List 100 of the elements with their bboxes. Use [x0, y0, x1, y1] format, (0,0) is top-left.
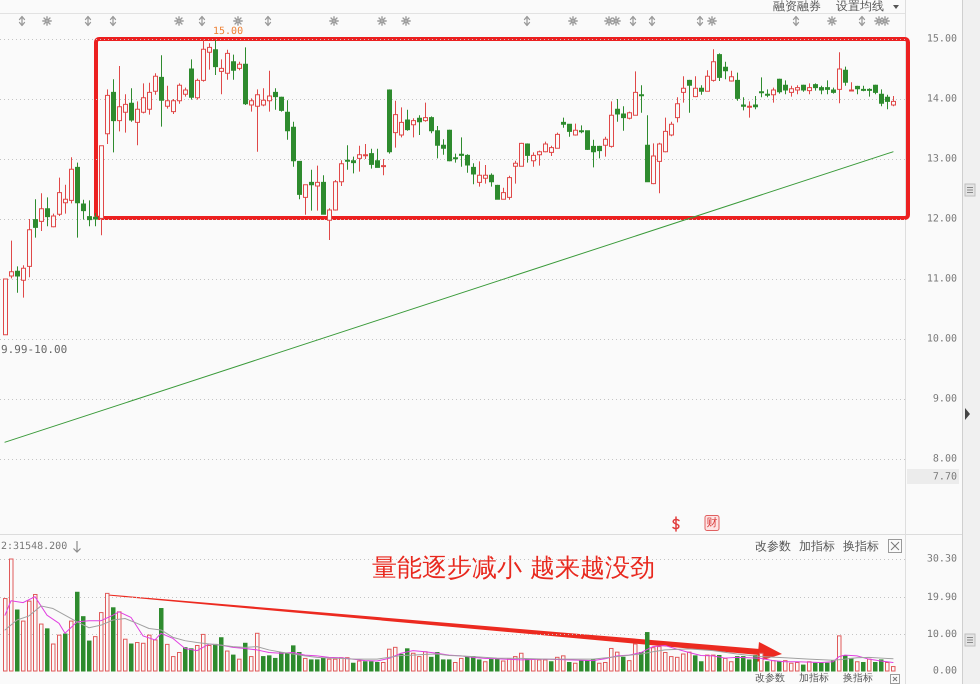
candlestick [645, 114, 650, 182]
candlestick [189, 58, 194, 100]
bar [303, 658, 308, 672]
y-tick-label: 15.00 [926, 34, 957, 45]
candlestick [111, 78, 116, 153]
text: 换指标 [843, 672, 873, 684]
y-tick-label: 9.00 [932, 394, 957, 405]
bar [231, 654, 236, 672]
candlestick [417, 114, 422, 136]
candlestick [471, 162, 476, 185]
candlestick [807, 82, 812, 95]
candlestick [51, 213, 56, 228]
text: 改参数 [755, 672, 785, 684]
candlestick [489, 172, 494, 188]
candlestick [573, 123, 578, 136]
candlestick [771, 87, 776, 104]
candlestick [213, 40, 218, 76]
text: 改参数 [755, 539, 791, 554]
candlestick [15, 266, 20, 294]
candlestick [21, 264, 26, 298]
candlestick [525, 142, 530, 164]
y-tick-label: 10.00 [926, 334, 957, 345]
candlestick [315, 165, 320, 212]
candlestick [801, 84, 806, 92]
candlestick [423, 102, 428, 122]
candlestick [639, 84, 644, 114]
candlestick [309, 169, 314, 212]
y-tick-label: 8.00 [932, 454, 957, 465]
text: 设置均线 [836, 0, 884, 14]
candlestick [105, 88, 110, 144]
bar [837, 635, 842, 672]
candlestick [9, 240, 14, 279]
candlestick [729, 70, 734, 82]
candlestick [45, 196, 50, 227]
candlestick [699, 84, 704, 96]
candlestick [387, 88, 392, 154]
candlestick [159, 54, 164, 128]
candlestick [765, 88, 770, 98]
bar [15, 610, 20, 672]
candlestick [33, 198, 38, 238]
bar [777, 661, 782, 672]
text: 换指标 [843, 539, 879, 554]
bar [765, 661, 770, 672]
candlestick [411, 118, 416, 138]
y-tick-label: 19.90 [926, 592, 957, 604]
bar [483, 661, 488, 672]
candlestick [39, 192, 44, 232]
candlestick [843, 66, 848, 86]
candlestick [753, 96, 758, 110]
y-tick-label: 14.00 [926, 94, 957, 105]
candlestick [129, 88, 134, 122]
y-tick-label: 11.00 [926, 274, 957, 285]
text: 2:31548.200 [1, 540, 68, 552]
line-series [4, 596, 894, 663]
y-tick-label: 10.00 [926, 628, 957, 640]
line-series [4, 605, 894, 661]
candlestick [75, 162, 80, 238]
candlestick [675, 96, 680, 123]
candlestick [381, 158, 386, 176]
candlestick [735, 72, 740, 102]
bar [351, 662, 356, 672]
candlestick [849, 82, 854, 92]
candlestick [3, 278, 8, 336]
bar [867, 658, 872, 672]
bar [159, 608, 164, 672]
candlestick [891, 96, 896, 107]
bar [717, 654, 722, 672]
candlestick [81, 199, 86, 220]
candlestick [237, 61, 242, 71]
candlestick [99, 144, 104, 236]
candlestick [741, 96, 746, 111]
bar [45, 628, 50, 672]
annotation: 9.99-10.00 [1, 343, 68, 356]
annotation: 15.00 [213, 26, 244, 37]
y-tick-label: 7.70 [932, 472, 957, 483]
bar [69, 620, 74, 672]
y-tick-label: 13.00 [926, 154, 957, 165]
text: 融资融券 [773, 0, 821, 14]
text: 加指标 [799, 672, 829, 684]
candlestick [231, 54, 236, 80]
candlestick [837, 52, 842, 104]
bar [549, 661, 554, 672]
bar [63, 634, 68, 672]
candlestick [681, 76, 686, 104]
bar [855, 661, 860, 672]
candlestick [153, 72, 158, 96]
bar [357, 660, 362, 672]
bar [129, 644, 134, 672]
candlestick [687, 79, 692, 114]
candlestick [495, 184, 500, 200]
candlestick [759, 76, 764, 98]
text: 加指标 [799, 539, 835, 554]
candlestick [243, 46, 248, 106]
y-tick-label: 0.00 [932, 666, 957, 677]
candlestick [405, 109, 410, 132]
candlestick [693, 76, 698, 98]
bar [111, 607, 116, 672]
bar [621, 656, 626, 672]
bar [225, 650, 230, 672]
bar [771, 660, 776, 672]
